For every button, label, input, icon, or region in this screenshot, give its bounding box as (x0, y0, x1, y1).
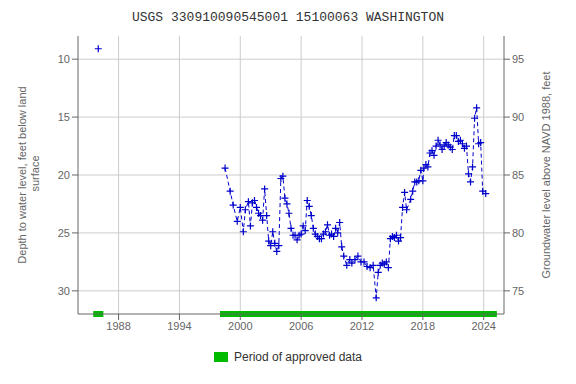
svg-text:2018: 2018 (411, 320, 435, 332)
html-text:USGS 330910090545001 15100063: USGS 330910090545001 15100063 WASHINGTON (132, 10, 444, 25)
svg-text:2006: 2006 (289, 320, 313, 332)
svg-text:Groundwater level above NAVD 1: Groundwater level above NAVD 1988, feet (540, 71, 552, 278)
svg-text:2000: 2000 (228, 320, 252, 332)
svg-text:85: 85 (512, 169, 524, 181)
svg-text:80: 80 (512, 227, 524, 239)
svg-text:75: 75 (512, 285, 524, 297)
svg-text:Depth to water level, feet bel: Depth to water level, feet below land su… (16, 86, 41, 263)
svg-text:2012: 2012 (350, 320, 374, 332)
svg-text:25: 25 (58, 227, 70, 239)
svg-text:15: 15 (58, 111, 70, 123)
html-text:Period of approved data: Period of approved data (234, 350, 362, 364)
svg-text:10: 10 (58, 53, 70, 65)
svg-text:20: 20 (58, 169, 70, 181)
svg-text:1994: 1994 (167, 320, 191, 332)
svg-text:1988: 1988 (106, 320, 130, 332)
svg-text:30: 30 (58, 285, 70, 297)
svg-text:90: 90 (512, 111, 524, 123)
svg-text:2024: 2024 (471, 320, 495, 332)
svg-text:95: 95 (512, 53, 524, 65)
